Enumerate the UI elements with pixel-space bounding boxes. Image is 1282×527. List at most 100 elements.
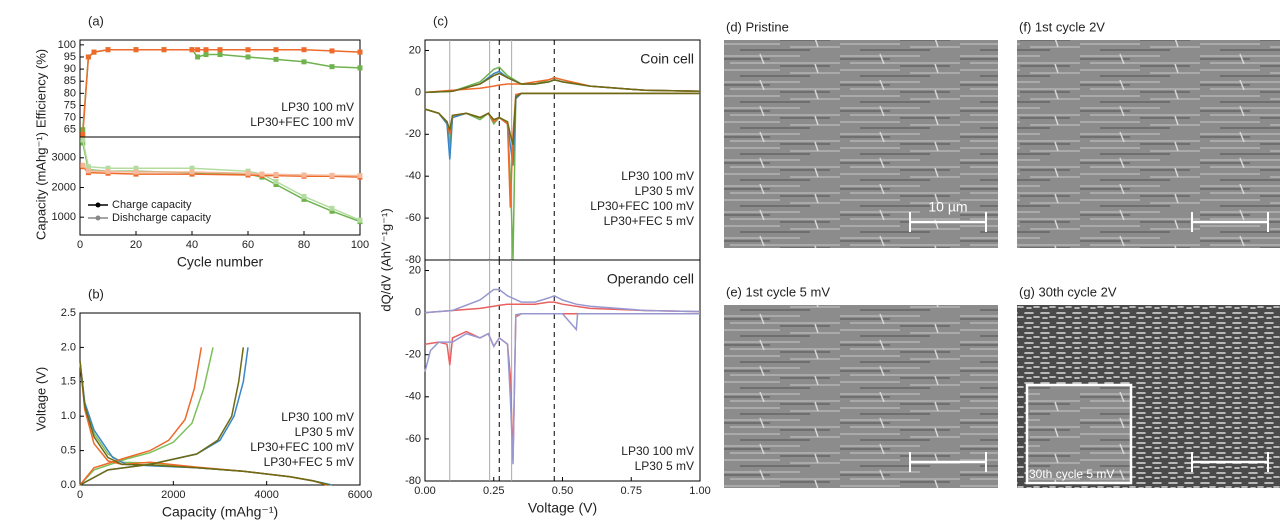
plot-frame xyxy=(79,312,361,486)
data-point xyxy=(85,54,91,60)
data-point xyxy=(245,54,251,60)
legend-swatch xyxy=(95,202,101,208)
y-tick-label: 90 xyxy=(64,63,76,75)
annotation: Operando cell xyxy=(607,271,694,287)
sem-panel: (f) 1st cycle 2V xyxy=(1017,19,1280,248)
y-tick-label: -60 xyxy=(405,433,421,445)
y-axis-label: Capacity (mAhg⁻¹) xyxy=(33,132,48,240)
annotation: Coin cell xyxy=(640,51,694,67)
data-point xyxy=(245,170,251,176)
x-axis-label: Voltage (V) xyxy=(528,500,597,516)
data-point xyxy=(301,47,307,53)
data-point xyxy=(301,59,307,65)
data-point xyxy=(273,47,279,53)
y-axis-label: Efficiency (%) xyxy=(33,49,48,128)
y-tick-label: 70 xyxy=(64,112,76,124)
legend-label: LP30+FEC 100 mV xyxy=(250,440,354,454)
legend-label: Charge capacity xyxy=(112,199,192,211)
x-tick-label: 0.50 xyxy=(552,485,573,497)
x-tick-label: 0 xyxy=(77,239,83,251)
data-point xyxy=(91,49,97,55)
data-line xyxy=(424,72,701,145)
data-point xyxy=(189,169,195,175)
panel-label: (a) xyxy=(88,13,104,28)
legend-label: LP30 5 mV xyxy=(635,459,694,473)
legend-label: LP30+FEC 100 mV xyxy=(590,199,694,213)
data-point xyxy=(357,173,363,179)
plot-frame xyxy=(79,136,361,236)
data-point xyxy=(80,162,86,168)
y-tick-label: 75 xyxy=(64,99,76,111)
sem-image xyxy=(1017,40,1280,248)
legend-label: LP30+FEC 5 mV xyxy=(604,214,694,228)
sem-panel: (e) 1st cycle 5 mV xyxy=(724,284,998,488)
data-point xyxy=(273,56,279,62)
data-point xyxy=(133,169,139,175)
data-point xyxy=(217,52,223,58)
y-tick-label: 1000 xyxy=(52,211,76,223)
y-tick-label: 20 xyxy=(409,44,421,56)
data-line xyxy=(424,301,701,461)
legend-label: LP30 5 mV xyxy=(635,184,694,198)
x-axis-label: Cycle number xyxy=(177,254,264,270)
panel-label: (e) 1st cycle 5 mV xyxy=(726,284,830,299)
y-tick-label: 65 xyxy=(64,124,76,136)
sem-panel: (g) 30th cycle 2V 30th cycle 5 mV xyxy=(1017,284,1280,488)
data-point xyxy=(80,137,86,143)
x-tick-label: 60 xyxy=(242,239,254,251)
data-point xyxy=(273,182,279,188)
data-point xyxy=(329,172,335,178)
legend-label: Dishcharge capacity xyxy=(112,212,212,224)
data-point xyxy=(203,47,209,53)
y-tick-label: -40 xyxy=(405,170,421,182)
inset-label: 30th cycle 5 mV xyxy=(1029,467,1114,481)
x-tick-label: 20 xyxy=(130,239,142,251)
data-point xyxy=(329,205,335,211)
x-tick-label: 0 xyxy=(77,489,83,501)
y-tick-label: -40 xyxy=(405,391,421,403)
x-axis-label: Capacity (mAhg⁻¹) xyxy=(162,504,278,520)
data-point xyxy=(329,208,335,214)
x-tick-label: 1.00 xyxy=(689,485,710,497)
x-tick-label: 80 xyxy=(298,239,310,251)
y-tick-label: 3000 xyxy=(52,152,76,164)
legend-label: LP30+FEC 100 mV xyxy=(250,115,354,129)
data-point xyxy=(245,47,251,53)
legend-label: LP30 100 mV xyxy=(281,100,354,114)
data-point xyxy=(105,168,111,174)
data-point xyxy=(133,47,139,53)
data-point xyxy=(85,168,91,174)
data-point xyxy=(217,47,223,53)
x-tick-label: 4000 xyxy=(254,489,278,501)
data-point xyxy=(357,217,363,223)
x-tick-label: 0.25 xyxy=(483,485,504,497)
plot: 1000 2000 3000 0 20 40 60 80 100 Charge capacityD… xyxy=(33,132,369,270)
inset-image xyxy=(1025,383,1133,485)
legend-label: LP30 100 mV xyxy=(621,169,694,183)
data-point xyxy=(80,132,86,138)
panel-label: (b) xyxy=(88,286,104,301)
y-tick-label: 95 xyxy=(64,51,76,63)
y-tick-label: 0 xyxy=(415,307,421,319)
data-point xyxy=(259,171,265,177)
y-tick-label: 85 xyxy=(64,75,76,87)
y-tick-label: 20 xyxy=(409,264,421,276)
y-tick-label: 0 xyxy=(415,86,421,98)
data-line xyxy=(424,288,701,465)
data-point xyxy=(189,47,195,53)
data-line xyxy=(424,70,701,166)
legend-label: LP30 100 mV xyxy=(281,410,354,424)
data-point xyxy=(133,165,139,171)
sem-image xyxy=(724,40,998,248)
panel-label: (g) 30th cycle 2V xyxy=(1019,284,1117,299)
data-point xyxy=(301,196,307,202)
scale-label: 10 µm xyxy=(928,199,967,215)
y-tick-label: -20 xyxy=(405,128,421,140)
data-point xyxy=(85,164,91,170)
y-tick-label: 0.5 xyxy=(61,445,76,457)
data-point xyxy=(329,48,335,54)
plot: 0.0 0.5 1.0 1.5 2.0 2.5 0 2000 4000 6000 LP30 100 … xyxy=(33,286,372,519)
